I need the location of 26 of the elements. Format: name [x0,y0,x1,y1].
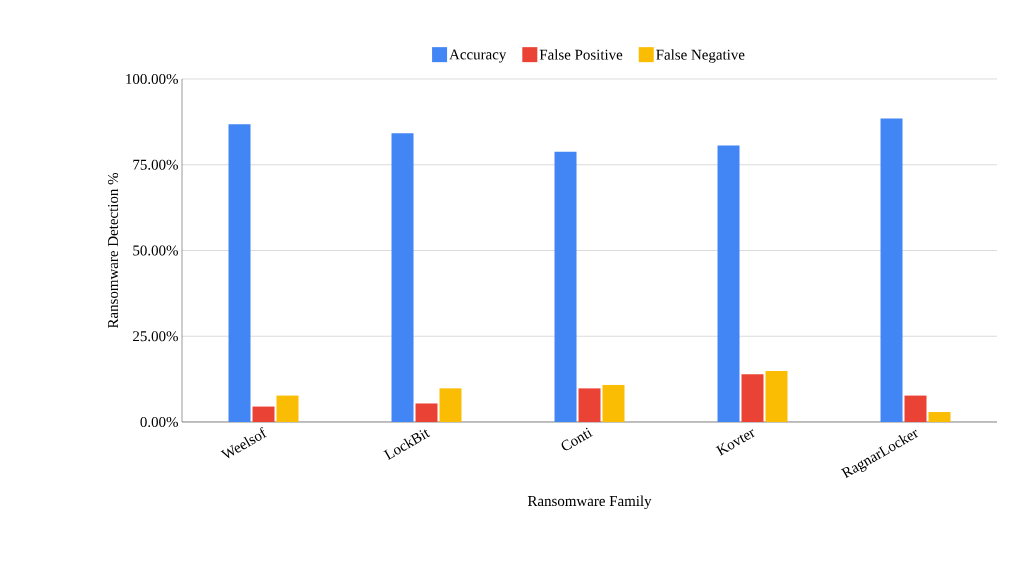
bar [717,145,740,422]
bar [554,151,577,422]
bar [439,388,462,422]
bar [252,406,275,422]
bar [415,403,438,422]
x-tick-label: Conti [561,427,593,451]
legend-label: Accuracy [449,49,507,63]
legend-label: False Negative [656,49,745,63]
y-tick-label: 75.00% [133,159,178,170]
y-axis-title: Ransomware Detection % [107,172,119,329]
bar [391,133,414,422]
y-tick-label: 0.00% [140,416,178,428]
y-tick-label: 25.00% [133,331,178,342]
bar [880,118,903,422]
bar [602,384,625,422]
legend-label: False Positive [539,49,623,60]
x-axis-title: Ransomware Family [527,495,652,510]
bar [904,395,927,422]
bar [765,370,788,422]
bar [578,388,601,422]
bar [928,412,951,422]
bar [228,124,251,422]
y-tick-label: 50.00% [133,245,178,256]
y-tick-label: 100.00% [126,73,178,85]
bar [276,395,299,422]
bar [741,374,764,422]
